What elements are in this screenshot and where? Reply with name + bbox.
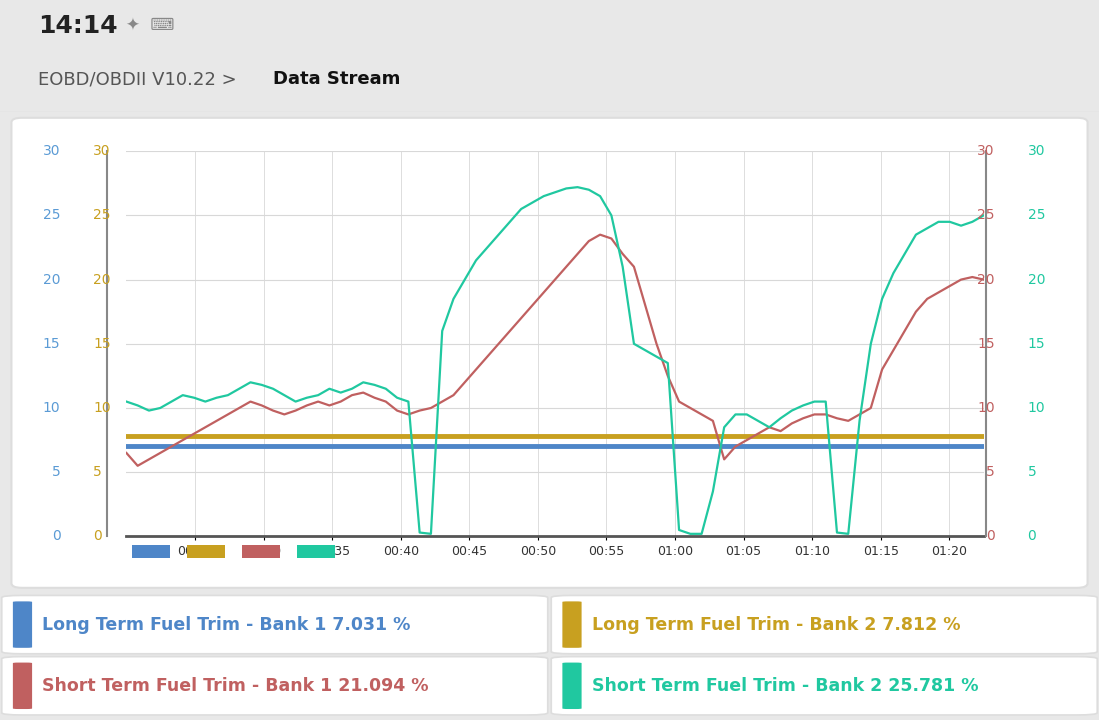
FancyBboxPatch shape: [2, 595, 547, 654]
Text: 20: 20: [43, 273, 60, 287]
Text: Short Term Fuel Trim - Bank 1 21.094 %: Short Term Fuel Trim - Bank 1 21.094 %: [42, 677, 429, 695]
Text: 0: 0: [1028, 529, 1036, 544]
Text: Long Term Fuel Trim - Bank 2 7.812 %: Long Term Fuel Trim - Bank 2 7.812 %: [591, 616, 961, 634]
FancyBboxPatch shape: [552, 657, 1097, 715]
Text: 10: 10: [43, 401, 60, 415]
Text: Data Stream: Data Stream: [273, 71, 400, 89]
Text: 14:14: 14:14: [38, 14, 118, 37]
Text: 0: 0: [93, 529, 102, 544]
Text: 25: 25: [93, 208, 111, 222]
Text: 30: 30: [43, 144, 60, 158]
Text: 30: 30: [977, 144, 995, 158]
Text: 5: 5: [52, 465, 60, 480]
Text: 5: 5: [93, 465, 102, 480]
Text: 5: 5: [986, 465, 995, 480]
FancyBboxPatch shape: [11, 118, 1088, 588]
Text: 5: 5: [1028, 465, 1036, 480]
FancyBboxPatch shape: [552, 595, 1097, 654]
Text: 25: 25: [43, 208, 60, 222]
Text: 0: 0: [52, 529, 60, 544]
FancyBboxPatch shape: [13, 662, 32, 709]
Text: 0: 0: [986, 529, 995, 544]
Text: 25: 25: [977, 208, 995, 222]
FancyBboxPatch shape: [2, 657, 547, 715]
FancyBboxPatch shape: [563, 601, 581, 648]
Text: EOBD/OBDII V10.22 >: EOBD/OBDII V10.22 >: [38, 71, 243, 89]
Text: Long Term Fuel Trim - Bank 1 7.031 %: Long Term Fuel Trim - Bank 1 7.031 %: [42, 616, 411, 634]
Text: 20: 20: [93, 273, 111, 287]
Text: 10: 10: [93, 401, 111, 415]
Text: 15: 15: [977, 337, 995, 351]
FancyBboxPatch shape: [13, 601, 32, 648]
FancyBboxPatch shape: [563, 662, 581, 709]
Text: 25: 25: [1028, 208, 1045, 222]
Text: 15: 15: [93, 337, 111, 351]
Text: 10: 10: [1028, 401, 1045, 415]
Text: 30: 30: [93, 144, 111, 158]
Text: Short Term Fuel Trim - Bank 2 25.781 %: Short Term Fuel Trim - Bank 2 25.781 %: [591, 677, 978, 695]
Text: 20: 20: [977, 273, 995, 287]
Text: 10: 10: [977, 401, 995, 415]
Text: 15: 15: [1028, 337, 1045, 351]
Text: 30: 30: [1028, 144, 1045, 158]
Text: ✦  ⌨: ✦ ⌨: [126, 17, 175, 35]
Text: 15: 15: [43, 337, 60, 351]
Text: 20: 20: [1028, 273, 1045, 287]
